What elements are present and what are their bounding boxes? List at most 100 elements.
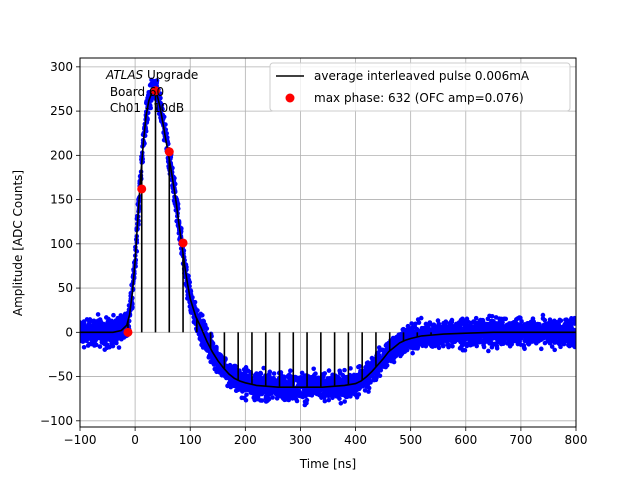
scatter-point xyxy=(365,360,371,365)
scatter-point xyxy=(202,322,208,328)
scatter-point xyxy=(473,315,479,321)
scatter-point xyxy=(326,368,332,373)
scatter-point xyxy=(261,365,266,371)
scatter-point xyxy=(322,371,328,376)
y-tick-label: 150 xyxy=(50,193,73,207)
x-tick-label: 200 xyxy=(234,433,257,447)
atlas-annotation: ATLAS Upgrade Board 60 Ch01 - 10dB xyxy=(105,68,198,115)
scatter-point xyxy=(418,315,424,321)
scatter-point xyxy=(190,295,195,300)
line-layer xyxy=(80,90,576,389)
scatter-point xyxy=(304,397,310,403)
y-tick-label: 100 xyxy=(50,237,73,251)
scatter-point xyxy=(542,317,548,323)
max-phase-point xyxy=(178,238,188,248)
scatter-point xyxy=(338,400,344,406)
scatter-point xyxy=(200,312,205,318)
scatter-point xyxy=(320,374,326,380)
max-phase-point xyxy=(137,184,147,194)
scatter-point xyxy=(288,368,293,373)
scatter-point xyxy=(409,321,414,326)
scatter-point xyxy=(449,319,455,325)
scatter-point xyxy=(503,316,509,322)
annotation-italic-word: ATLAS xyxy=(105,68,144,82)
scatter-point xyxy=(313,371,318,376)
scatter-point xyxy=(270,395,275,400)
scatter-point xyxy=(540,312,546,318)
x-tick-label: 0 xyxy=(131,433,139,447)
scatter-point xyxy=(81,344,87,350)
plot-frame xyxy=(79,57,577,428)
x-tick-label: −100 xyxy=(64,433,97,447)
average-pulse-line xyxy=(80,90,576,389)
y-tick-label: 250 xyxy=(50,104,73,118)
scatter-point xyxy=(342,399,348,404)
marker-layer xyxy=(123,86,188,337)
scatter-point xyxy=(494,343,500,349)
scatter-layer xyxy=(80,77,576,408)
scatter-point xyxy=(243,397,249,403)
scatter-point xyxy=(294,398,300,404)
scatter-point xyxy=(464,343,470,349)
y-tick-label: 300 xyxy=(50,60,73,74)
scatter-point xyxy=(326,397,332,403)
scatter-point xyxy=(158,95,163,101)
scatter-point xyxy=(519,318,524,324)
scatter-point xyxy=(243,365,249,370)
x-tick-label: 300 xyxy=(289,433,312,447)
scatter-point xyxy=(348,366,353,371)
scatter-point xyxy=(259,398,265,403)
scatter-point xyxy=(427,320,433,326)
x-tick-label: 400 xyxy=(344,433,367,447)
scatter-point xyxy=(271,371,277,376)
scatter-point xyxy=(366,389,371,394)
scatter-point xyxy=(356,392,362,397)
legend-frame xyxy=(269,62,571,112)
vertical-lines-layer xyxy=(127,93,432,388)
y-tick-label: −50 xyxy=(48,370,73,384)
y-axis-label: Amplitude [ADC Counts] xyxy=(11,170,25,316)
scatter-point xyxy=(195,308,200,313)
scatter-point xyxy=(572,334,576,339)
scatter-point xyxy=(440,343,446,349)
scatter-point xyxy=(266,396,272,402)
x-tick-label: 800 xyxy=(565,433,588,447)
legend-marker-swatch xyxy=(285,93,295,103)
scatter-point xyxy=(159,102,165,108)
annotation-line-2: Board 60 xyxy=(106,85,164,99)
x-tick-label: 100 xyxy=(179,433,202,447)
scatter-point xyxy=(462,347,468,353)
annotation-line-1-rest: Upgrade xyxy=(143,68,198,82)
scatter-point xyxy=(214,346,219,352)
scatter-point xyxy=(474,343,479,349)
scatter-point xyxy=(95,312,101,317)
scatter-point xyxy=(97,344,103,349)
scatter-point xyxy=(538,346,544,352)
x-tick-label: 700 xyxy=(509,433,532,447)
y-tick-label: 50 xyxy=(58,281,73,295)
scatter-point xyxy=(192,299,198,305)
scatter-point xyxy=(348,394,353,399)
y-axis: −100 −50 0 50 100 150 200 250 300 xyxy=(40,60,80,428)
scatter-point xyxy=(187,279,193,285)
legend-line-label: average interleaved pulse 0.006mA xyxy=(314,69,530,83)
scatter-point xyxy=(342,367,347,373)
scatter-point xyxy=(531,319,537,324)
scatter-point xyxy=(481,344,487,350)
plot-area xyxy=(80,77,576,408)
scatter-point xyxy=(148,105,153,111)
x-axis: −100 0 100 200 300 400 500 600 700 800 xyxy=(64,427,588,447)
annotation-line-3: Ch01 - 10dB xyxy=(106,101,184,115)
scatter-point xyxy=(552,347,558,353)
x-tick-label: 600 xyxy=(454,433,477,447)
scatter-point xyxy=(81,321,87,326)
scatter-point xyxy=(489,313,495,319)
scatter-point xyxy=(244,392,249,397)
x-tick-label: 500 xyxy=(399,433,422,447)
y-tick-label: −100 xyxy=(40,414,73,428)
scatter-point xyxy=(368,380,373,385)
scatter-point xyxy=(186,273,191,279)
scatter-point xyxy=(357,363,362,369)
scatter-point xyxy=(415,346,420,351)
